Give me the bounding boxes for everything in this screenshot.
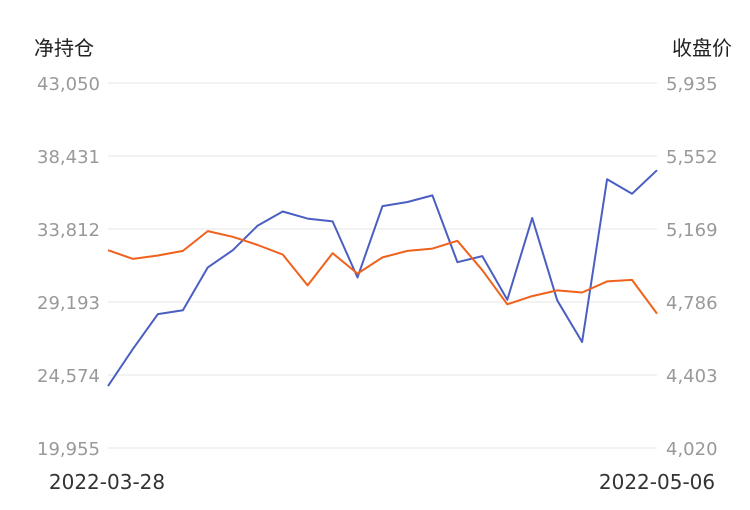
left-tick-label: 43,050 [37,74,100,95]
x-end-label: 2022-05-06 [599,470,715,494]
series-line-left-axis [107,169,658,387]
right-tick-label: 4,786 [666,293,718,314]
right-tick-label: 5,552 [666,147,718,168]
left-axis-ticks: 43,050 38,431 33,812 29,193 24,574 19,955 [37,74,100,460]
right-axis-title: 收盘价 [672,36,732,60]
left-tick-label: 29,193 [37,293,100,314]
left-tick-label: 33,812 [37,220,100,241]
right-axis-ticks: 5,935 5,552 5,169 4,786 4,403 4,020 [666,74,718,460]
right-tick-label: 5,935 [666,74,718,95]
series-lines [107,169,658,387]
right-tick-label: 5,169 [666,220,718,241]
left-tick-label: 24,574 [37,366,100,387]
series-line-right-axis [107,230,658,315]
right-tick-label: 4,403 [666,366,718,387]
x-start-label: 2022-03-28 [49,470,165,494]
left-tick-label: 19,955 [37,439,100,460]
grid-lines [108,82,657,449]
right-tick-label: 4,020 [666,439,718,460]
left-tick-label: 38,431 [37,147,100,168]
left-axis-title: 净持仓 [34,36,94,60]
